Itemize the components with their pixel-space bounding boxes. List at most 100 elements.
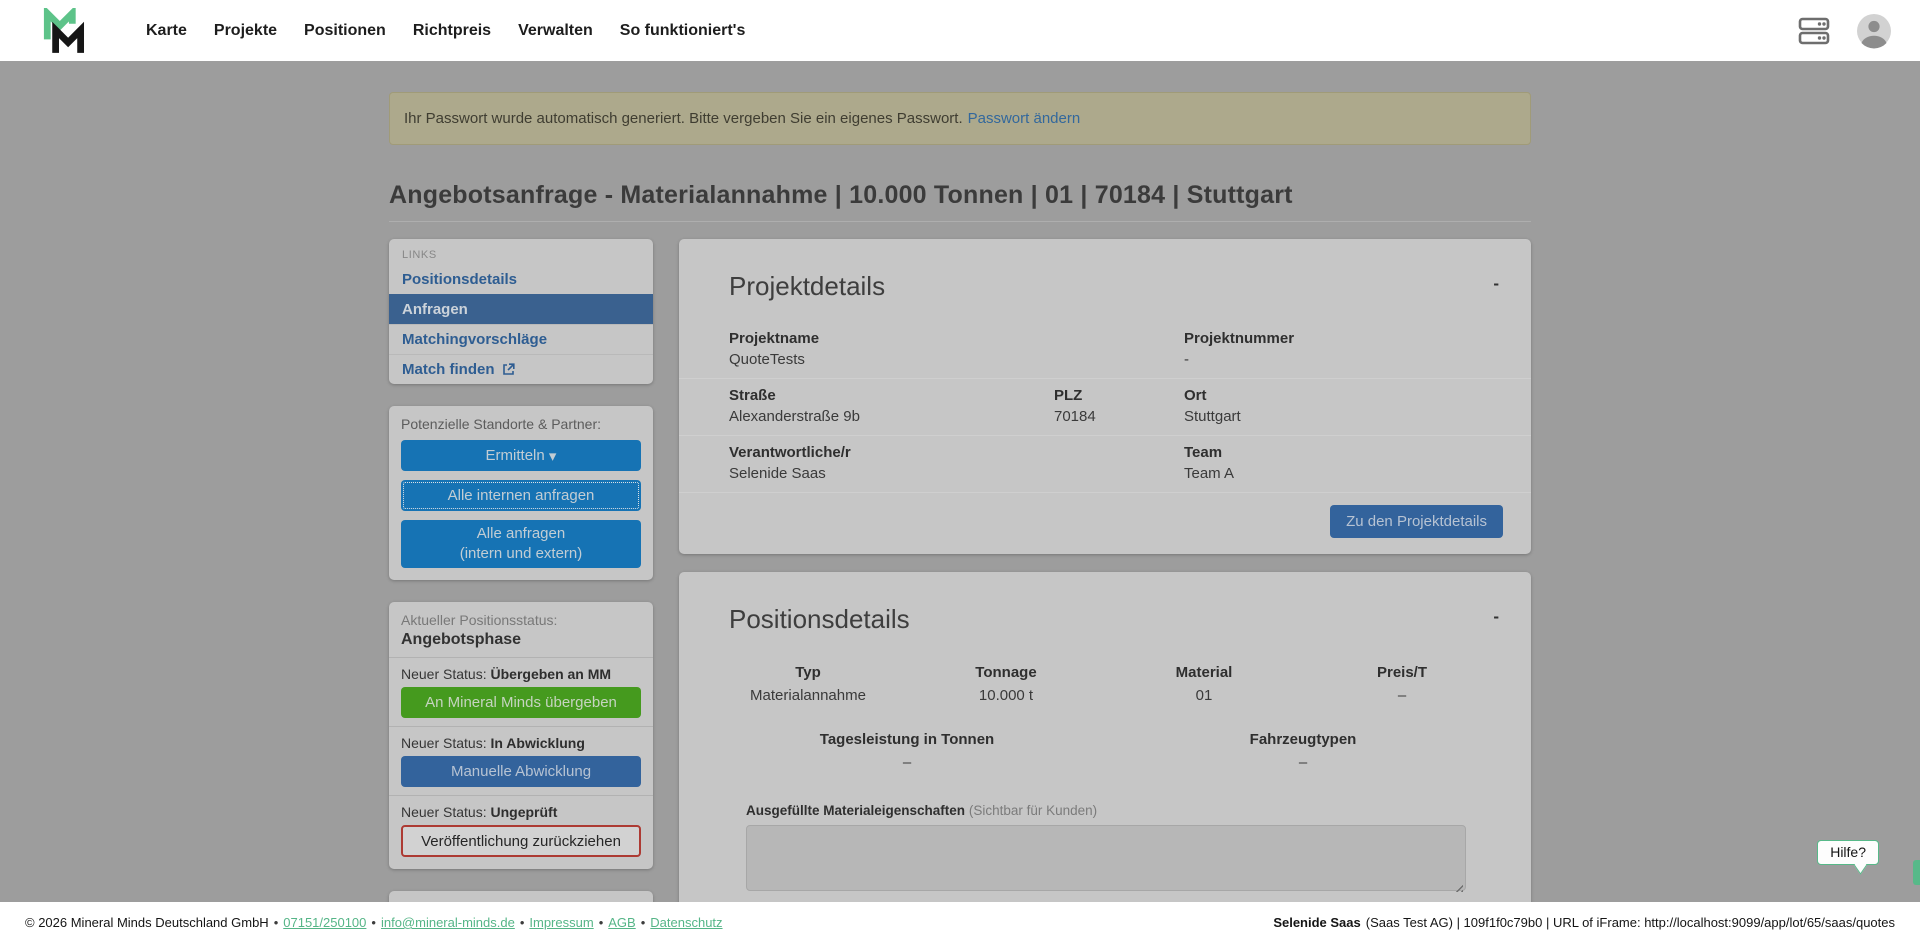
password-alert: Ihr Passwort wurde automatisch generiert… — [389, 92, 1531, 145]
main-column: Projektdetails - Projektname QuoteTests … — [679, 239, 1531, 902]
team-label: Team — [1184, 444, 1223, 461]
footer-user-name: Selenide Saas — [1273, 915, 1361, 930]
table-row: Verantwortliche/r Selenide Saas Team Tea… — [679, 435, 1531, 492]
user-avatar[interactable] — [1856, 13, 1892, 49]
verantwortliche-label: Verantwortliche/r — [729, 444, 851, 461]
manuelle-abwicklung-button[interactable]: Manuelle Abwicklung — [401, 756, 641, 787]
footer-datenschutz-link[interactable]: Datenschutz — [650, 915, 723, 930]
pos-field-material: Material 01 — [1175, 664, 1233, 704]
external-link-icon — [502, 363, 515, 375]
separator-dot: • — [598, 915, 604, 930]
alle-anfragen-line2: (intern und extern) — [459, 545, 583, 562]
alle-anfragen-line1: Alle anfragen — [476, 525, 566, 542]
match-finden-label: Match finden — [402, 361, 495, 378]
duplizieren-label[interactable]: Duplizieren — [401, 901, 641, 902]
page-title: Angebotsanfrage - Materialannahme | 10.0… — [389, 181, 1293, 209]
alert-text: Ihr Passwort wurde automatisch generiert… — [404, 110, 963, 127]
mineral-minds-logo[interactable] — [40, 4, 90, 54]
ort-label: Ort — [1184, 387, 1207, 404]
an-mineral-minds-uebergeben-button[interactable]: An Mineral Minds übergeben — [401, 687, 641, 718]
team-value: Team A — [1184, 465, 1235, 482]
nav-right-icons — [1796, 13, 1892, 49]
server-icon-glyph — [1798, 17, 1830, 44]
projektname-label: Projektname — [729, 330, 820, 347]
top-nav: Karte Projekte Positionen Richtpreis Ver… — [0, 0, 1920, 61]
materialeigenschaften-textarea[interactable] — [746, 825, 1466, 891]
sidebar: LINKS Positionsdetails Anfragen Matching… — [389, 239, 653, 902]
table-row: Straße Alexanderstraße 9b PLZ 70184 Ort … — [679, 378, 1531, 435]
pos-field-tagesleistung: Tagesleistung in Tonnen – — [819, 731, 995, 771]
separator-dot: • — [273, 915, 279, 930]
veroeffentlichung-zurueckziehen-button[interactable]: Veröffentlichung zurückziehen — [401, 825, 641, 857]
title-divider — [389, 221, 1531, 222]
materialeigenschaften-hint: (Sichtbar für Kunden) — [968, 803, 1098, 818]
separator-dot: • — [640, 915, 646, 930]
caret-down-icon: ▾ — [548, 447, 557, 465]
footer-agb-link[interactable]: AGB — [608, 915, 636, 930]
status-row-label: Neuer Status: Übergeben an MM — [401, 666, 612, 682]
footer-email-link[interactable]: info@mineral-minds.de — [380, 915, 515, 930]
separator-dot: • — [519, 915, 525, 930]
help-tooltip[interactable]: Hilfe? — [1817, 840, 1879, 865]
status-row-label: Neuer Status: In Abwicklung — [401, 735, 585, 751]
sidebar-item-positionsdetails[interactable]: Positionsdetails — [402, 271, 518, 288]
nav-item-karte[interactable]: Karte — [146, 21, 187, 39]
status-card: Aktueller Positionsstatus: Angebotsphase… — [389, 602, 653, 869]
alle-internen-anfragen-button[interactable]: Alle internen anfragen — [401, 480, 641, 511]
projektdetails-panel: Projektdetails - Projektname QuoteTests … — [679, 239, 1531, 554]
links-card-header: LINKS — [402, 249, 437, 261]
partners-card-label: Potenzielle Standorte & Partner: — [401, 416, 602, 432]
ermitteln-label: Ermitteln — [485, 447, 545, 464]
change-password-link[interactable]: Passwort ändern — [967, 110, 1081, 127]
status-row-label: Neuer Status: Ungeprüft — [401, 804, 558, 820]
projektname-value: QuoteTests — [729, 351, 805, 368]
alle-anfragen-button[interactable]: Alle anfragen (intern und extern) — [401, 520, 641, 568]
ermitteln-dropdown-button[interactable]: Ermitteln ▾ — [401, 440, 641, 471]
nav-item-projekte[interactable]: Projekte — [213, 21, 278, 39]
nav-item-richtpreis[interactable]: Richtpreis — [412, 21, 492, 39]
status-current-value: Angebotsphase — [401, 631, 522, 648]
pos-field-preis: Preis/T – — [1376, 664, 1428, 704]
footer-phone-link[interactable]: 07151/250100 — [283, 915, 367, 930]
divider — [389, 726, 653, 727]
collapse-positionsdetails-button[interactable]: - — [1489, 604, 1503, 630]
plz-value: 70184 — [1054, 408, 1096, 425]
zu-den-projektdetails-button[interactable]: Zu den Projektdetails — [1330, 505, 1503, 538]
help-tab[interactable] — [1913, 860, 1920, 885]
sidebar-item-matchingvorschlaege[interactable]: Matchingvorschläge — [389, 324, 653, 354]
separator-dot: • — [371, 915, 376, 930]
pos-field-fahrzeugtypen: Fahrzeugtypen – — [1249, 731, 1357, 771]
partners-card: Potenzielle Standorte & Partner: Ermitte… — [389, 406, 653, 580]
duplicate-card: Duplizieren — [389, 891, 653, 902]
links-card: LINKS Positionsdetails Anfragen Matching… — [389, 239, 653, 384]
strasse-label: Straße — [729, 387, 776, 404]
collapse-projektdetails-button[interactable]: - — [1489, 271, 1503, 297]
sidebar-item-anfragen[interactable]: Anfragen — [389, 294, 653, 324]
pos-field-tonnage: Tonnage 10.000 t — [975, 664, 1037, 704]
footer-impressum-link[interactable]: Impressum — [529, 915, 594, 930]
footer-user-info: (Saas Test AG) | 109f1f0c79b0 | URL of i… — [1365, 915, 1895, 930]
user-avatar-icon — [1857, 13, 1891, 48]
nav-item-positionen[interactable]: Positionen — [304, 21, 386, 39]
sidebar-item-match-finden[interactable]: Match finden — [389, 354, 653, 384]
main-menu: Karte Projekte Positionen Richtpreis Ver… — [146, 22, 745, 40]
logo-icon — [43, 4, 85, 53]
divider — [389, 795, 653, 796]
page-content: Ihr Passwort wurde automatisch generiert… — [0, 61, 1920, 902]
footer: © 2026 Mineral Minds Deutschland GmbH • … — [0, 902, 1920, 943]
positionsdetails-title: Positionsdetails — [729, 604, 910, 634]
projektnummer-label: Projektnummer — [1184, 330, 1295, 347]
positionsdetails-panel: Positionsdetails - Typ Materialannahme T… — [679, 572, 1531, 902]
textarea-resize-handle[interactable] — [1453, 882, 1463, 892]
strasse-value: Alexanderstraße 9b — [729, 408, 860, 425]
footer-copyright: © 2026 Mineral Minds Deutschland GmbH — [25, 915, 269, 930]
projektdetails-title: Projektdetails — [729, 271, 886, 301]
projektnummer-value: - — [1184, 351, 1189, 368]
nav-item-so-funktionierts[interactable]: So funktioniert's — [619, 21, 746, 39]
ort-value: Stuttgart — [1184, 408, 1241, 425]
server-icon[interactable] — [1796, 15, 1832, 47]
pos-field-typ: Typ Materialannahme — [750, 664, 866, 704]
materialeigenschaften-label: Ausgefüllte Materialeigenschaften (Sicht… — [746, 803, 1098, 818]
verantwortliche-value: Selenide Saas — [729, 465, 826, 482]
nav-item-verwalten[interactable]: Verwalten — [518, 21, 593, 39]
